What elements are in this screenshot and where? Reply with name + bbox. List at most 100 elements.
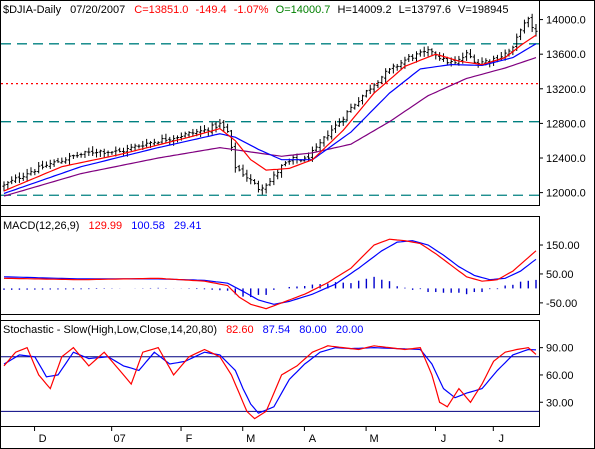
stoch-d-value: 87.54 [263,324,291,336]
ma-mid-line [3,43,537,195]
ohlc-bar [260,184,264,195]
ohlc-bar [268,178,272,187]
ohlc-bar [387,68,392,74]
stoch-k-value: 82.60 [226,324,254,336]
ohlc-bar [256,180,261,193]
ohlc-bar [222,120,226,132]
macd-signal-line [3,240,537,305]
ohlc-bar [56,157,60,163]
ohlc-bar [110,151,114,155]
price-tick-label: 12000.0 [546,188,586,200]
ohlc-bar [44,161,49,168]
macd-tick-label: -50.00 [546,298,577,310]
stochastic-axis-ticks: 90.00 60.00 30.00 [539,343,574,409]
ohlc-bar [191,128,195,137]
month-tick-label: F [186,433,193,445]
ohlc-bar [106,150,110,157]
stoch-header: Stochastic - Slow(High,Low,Close,14,20,8… [3,324,363,336]
macd-line [3,238,537,310]
ohlc-bar [399,59,403,71]
change-pct-label: -1.07% [234,4,269,16]
ohlc-bar [137,144,141,149]
ohlc-bar [98,149,102,157]
ohlc-bar [29,167,33,176]
month-tick-label: 07 [114,433,126,445]
ohlc-bar [530,13,534,33]
ohlc-bar [333,120,338,133]
ohlc-bar [411,54,415,62]
macd-tick-label: 50.00 [546,269,574,281]
ohlc-bar [225,123,230,133]
ohlc-bar [426,46,430,57]
ohlc-bar [17,172,22,183]
stochastic-series [1,345,539,420]
ohlc-bar [272,171,276,186]
ohlc-bar [48,159,52,169]
ohlc-bar [430,48,434,57]
ohlc-bar [218,118,222,129]
ohlc-bar [91,146,95,156]
ohlc-bar [357,97,361,107]
price-tick-label: 12800.0 [546,118,586,130]
price-tick-label: 12400.0 [546,153,586,165]
ohlc-bar [526,16,530,28]
macd-header: MACD(12,26,9) 129.99 100.58 29.41 [3,220,201,232]
ohlc-bar [37,162,41,174]
ohlc-bar [145,138,149,148]
ohlc-bar [164,133,168,143]
price-tick-label: 13200.0 [546,84,586,96]
ohlc-bar [152,138,156,147]
ohlc-bar [33,168,37,176]
hist-value: 29.41 [174,220,202,232]
symbol-label: $DJIA-Daily [3,4,62,16]
stoch-k-line [3,345,537,420]
ohlc-bar [87,147,91,156]
ohlc-bar [318,139,322,151]
ohlc-bar [326,130,330,141]
ohlc-bar [75,151,79,158]
ohlc-bar [60,157,64,164]
ohlc-bar [64,157,68,164]
ma-fast-line [3,34,537,192]
macd-value: 129.99 [88,220,122,232]
high-label: H=14009.2 [337,4,391,16]
price-bars [2,13,538,195]
open-label: O=14000.7 [276,4,331,16]
ohlc-bar [79,152,83,158]
ohlc-bar [102,148,106,158]
ohlc-bar [368,84,372,95]
ohlc-bar [13,174,18,184]
ma-slow-line [3,57,537,197]
ohlc-bar [391,63,395,74]
month-tick-label: D [39,433,47,445]
change-label: -149.4 [195,4,226,16]
ohlc-bar [40,160,45,170]
ohlc-bar [183,131,187,138]
ohlc-bar [372,83,376,94]
month-tick-label: M [370,433,379,445]
ohlc-bar [52,159,56,167]
ohlc-bar [133,143,137,152]
stoch-tick-label: 60.00 [546,370,574,382]
low-label: L=13797.6 [399,4,451,16]
ohlc-bar [434,51,438,60]
ohlc-bar [114,146,118,157]
ohlc-bar [21,172,25,181]
month-tick-label: J [499,433,505,445]
ohlc-bar [10,176,14,185]
ohlc-bar [199,125,203,138]
ohlc-bar [245,169,249,182]
ohlc-bar [210,122,214,135]
price-tick-label: 14000.0 [546,15,586,27]
ohlc-bar [341,116,345,126]
macd-tick-label: 150.00 [546,240,580,252]
ohlc-bar [264,183,268,194]
ohlc-bar [418,49,422,57]
ohlc-bar [472,54,476,64]
ohlc-bar [314,143,318,152]
stoch-upper-value: 80.00 [299,324,327,336]
ohlc-bar [330,125,334,140]
ohlc-bar [252,179,257,185]
ohlc-bar [237,164,241,172]
